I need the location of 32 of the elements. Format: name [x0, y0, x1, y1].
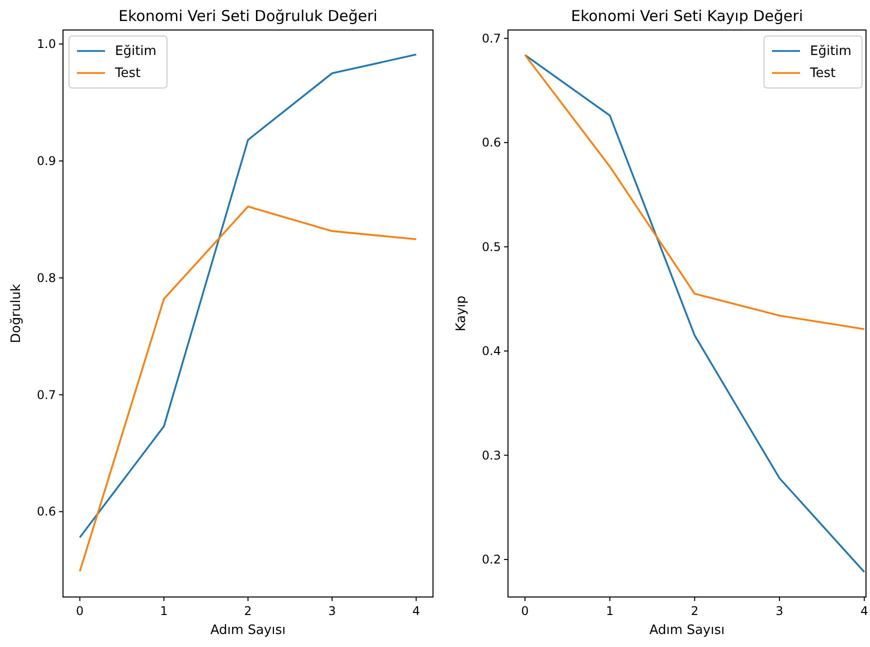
x-tick-label: 0	[76, 604, 84, 618]
x-tick-label: 0	[521, 604, 529, 618]
x-tick-label: 3	[776, 604, 784, 618]
x-tick-label: 1	[606, 604, 614, 618]
line-series	[78, 206, 418, 572]
y-tick-label: 0.2	[482, 552, 501, 566]
y-tick-label: 0.6	[482, 136, 501, 150]
legend-label: Eğitim	[810, 44, 852, 59]
x-tick-label: 4	[860, 604, 868, 618]
x-tick-label: 2	[244, 604, 252, 618]
y-tick-label: 0.4	[482, 344, 501, 358]
x-tick-label: 1	[160, 604, 168, 618]
y-axis-title: Kayıp	[454, 296, 469, 332]
y-tick-label: 0.6	[36, 504, 56, 519]
x-axis-title: Adım Sayısı	[210, 623, 286, 638]
x-axis-title: Adım Sayısı	[649, 623, 725, 638]
x-tick-label: 3	[328, 604, 336, 618]
chart-title: Ekonomi Veri Seti Doğruluk Değeri	[118, 7, 378, 25]
y-tick-label: 1.0	[36, 37, 56, 52]
y-tick-label: 0.3	[482, 448, 501, 462]
legend-label: Test	[114, 66, 141, 81]
y-tick-label: 0.5	[482, 240, 501, 254]
y-tick-label: 0.7	[36, 388, 56, 402]
y-axis-title: Doğruluk	[9, 283, 24, 344]
x-tick-label: 4	[412, 604, 420, 618]
chart-title: Ekonomi Veri Seti Kayıp Değeri	[571, 7, 803, 25]
y-tick-label: 0.8	[36, 270, 56, 285]
y-tick-label: 0.9	[36, 154, 56, 168]
y-tick-label: 0.7	[482, 31, 501, 46]
legend-label: Eğitim	[115, 44, 156, 59]
x-tick-label: 2	[690, 604, 698, 618]
legend-label: Test	[809, 66, 836, 81]
